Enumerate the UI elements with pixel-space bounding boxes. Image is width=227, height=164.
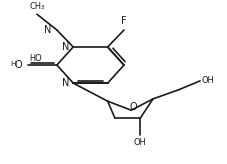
- Text: N: N: [62, 42, 69, 52]
- Text: N: N: [44, 25, 51, 35]
- Text: HO: HO: [30, 54, 42, 63]
- Text: O: O: [129, 102, 136, 113]
- Text: H: H: [11, 61, 16, 67]
- Text: OH: OH: [133, 138, 146, 147]
- Text: O: O: [15, 60, 22, 70]
- Text: OH: OH: [201, 76, 214, 85]
- Text: N: N: [62, 78, 69, 88]
- Text: F: F: [121, 16, 126, 26]
- Text: CH₃: CH₃: [29, 2, 44, 11]
